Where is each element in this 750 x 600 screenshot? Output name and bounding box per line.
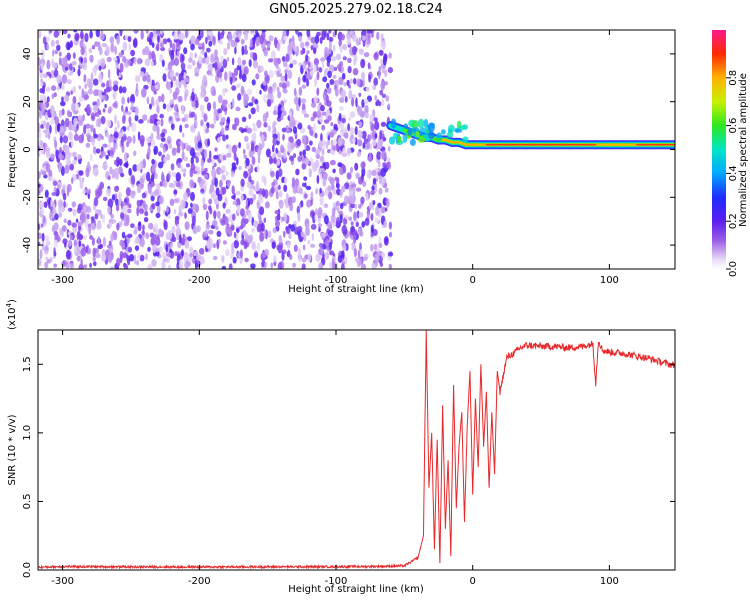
x-tick-label: 100 [600, 576, 619, 587]
signal-track-segment [444, 138, 454, 144]
colorbar: 0.0 0.2 0.4 0.6 0.8 Normalized spectral ampl… [712, 30, 749, 277]
spectrogram-xlabel: Height of straight line (km) [288, 284, 424, 295]
signal-blob [434, 137, 441, 142]
snr-yscale-label: (x10 [7, 307, 18, 330]
snr-ylabel: SNR (10 * v/v) [7, 414, 18, 485]
x-tick-label: -300 [51, 275, 74, 286]
signal-blob [428, 131, 435, 140]
figure-title: GN05.2025.279.02.18.C24 [269, 2, 443, 17]
signal-blob [448, 124, 455, 133]
signal-blob [409, 138, 416, 146]
signal-blob [415, 130, 420, 138]
x-tick-label: 0 [470, 275, 476, 286]
snr-panel: -300 -200 -100 0 100 0.0 0.5 1.0 1.5 Height of s… [5, 299, 676, 595]
signal-blob [458, 125, 466, 130]
y-tick-label: 0.5 [22, 493, 33, 509]
signal-blob [396, 135, 402, 144]
y-tick-label: -40 [22, 237, 33, 253]
x-tick-label: -200 [188, 275, 211, 286]
signal-blob [402, 133, 408, 144]
colorbar-label: Normalized spectral amplitude [738, 73, 749, 227]
signal-blob [454, 128, 463, 133]
snr-series-line [38, 330, 675, 570]
y-tick-label: 0 [22, 146, 33, 152]
noise-speckle [38, 30, 394, 269]
signal-blob [403, 123, 409, 129]
snr-axes: -300 -200 -100 0 100 0.0 0.5 1.0 1.5 [22, 330, 675, 587]
signal-track-segment [457, 141, 467, 146]
signal-blob [419, 127, 428, 133]
signal-blob [418, 131, 424, 137]
colorbar-tick-label: 0.4 [728, 165, 739, 181]
signal-blob [462, 136, 469, 143]
colorbar-tick-label: 0.0 [728, 261, 739, 277]
x-tick-label: -100 [325, 576, 348, 587]
signal-blob [429, 122, 435, 128]
signal-blob [446, 132, 454, 138]
spectrogram-ylabel: Frequency (Hz) [7, 112, 18, 188]
y-tick-label: 40 [22, 48, 33, 61]
signal-blob [411, 119, 419, 130]
signal-track [386, 118, 675, 150]
colorbar-tick-label: 0.2 [728, 213, 739, 229]
y-tick-label: 0.0 [22, 562, 33, 578]
signal-blob [423, 118, 429, 128]
snr-yscale-exponent: 4 [5, 302, 13, 307]
signal-blob [390, 118, 397, 129]
snr-frame [37, 329, 676, 571]
x-tick-label: 0 [470, 576, 476, 587]
colorbar-axes: 0.0 0.2 0.4 0.6 0.8 [726, 70, 739, 277]
signal-blob [440, 129, 446, 135]
x-tick-label: -100 [325, 275, 348, 286]
y-tick-label: -20 [22, 189, 33, 205]
colorbar-tick-label: 0.8 [728, 70, 739, 86]
y-tick-label: 20 [22, 95, 33, 108]
signal-blob [392, 132, 399, 139]
signal-blob [407, 127, 413, 136]
colorbar-tick-label: 0.6 [728, 118, 739, 134]
signal-blob [417, 118, 425, 129]
x-tick-label: -200 [188, 576, 211, 587]
snr-yscale-close: ) [7, 299, 18, 303]
x-tick-label: -300 [51, 576, 74, 587]
x-tick-label: 100 [600, 275, 619, 286]
spectrogram-marks [38, 30, 675, 269]
colorbar-gradient [712, 30, 726, 269]
y-tick-label: 1.0 [22, 425, 33, 441]
snr-xlabel: Height of straight line (km) [288, 584, 424, 595]
signal-blob [388, 136, 396, 145]
signal-blob [417, 137, 426, 143]
y-tick-label: 1.5 [22, 356, 33, 372]
snr-yscale: (x104) [5, 299, 18, 330]
